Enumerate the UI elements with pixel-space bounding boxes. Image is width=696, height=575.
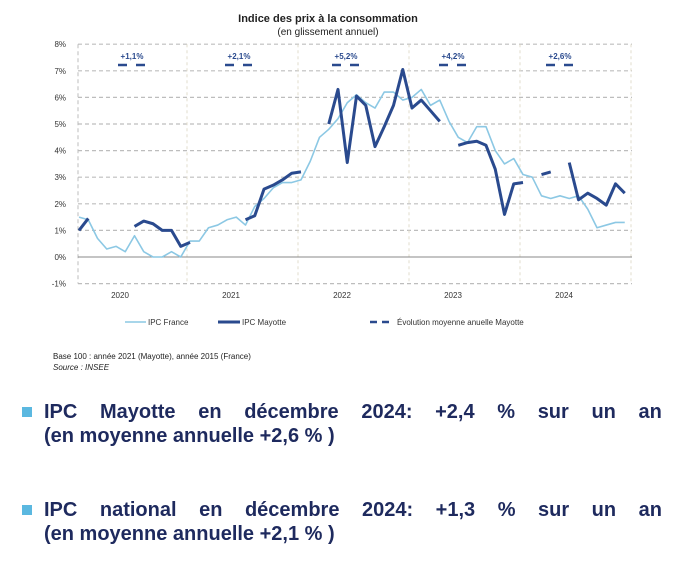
source-note: Source : INSEE: [53, 363, 110, 372]
x-year-label: 2023: [444, 291, 462, 300]
bullet-line1: IPC national en décembre 2024: +1,3% sur un an: [44, 498, 662, 522]
bullet-word: national: [99, 499, 177, 521]
x-year-label: 2022: [333, 291, 351, 300]
france-line: [78, 88, 625, 258]
bullet-word: %: [497, 401, 516, 423]
legend-label-annual: Évolution moyenne anuelle Mayotte: [397, 318, 524, 327]
bullet-word: +2,4: [435, 401, 475, 423]
mayotte-line-segment: [77, 217, 90, 232]
legend-label-mayotte: IPC Mayotte: [242, 318, 287, 327]
y-tick-label: 6%: [54, 93, 66, 102]
y-tick-label: 8%: [54, 40, 66, 49]
bullet-square-icon: [22, 505, 32, 515]
mayotte-line-segment: [327, 67, 441, 165]
bullet-word: an: [638, 401, 662, 423]
bullet-word: 2024:: [361, 401, 413, 423]
legend: IPC France IPC Mayotte Évolution moyenne…: [125, 318, 524, 327]
bullet-word: IPC: [44, 499, 78, 521]
chart-title: Indice des prix à la consommation: [238, 13, 418, 25]
annual-average-label: +2,1%: [228, 52, 251, 61]
base-note: Base 100 : année 2021 (Mayotte), année 2…: [53, 352, 251, 361]
bullet-word: an: [638, 499, 662, 521]
bullet-word: IPC: [44, 401, 78, 423]
x-year-label: 2021: [222, 291, 240, 300]
x-year-label: 2024: [555, 291, 573, 300]
annual-average-label: +5,2%: [335, 52, 358, 61]
y-tick-label: 3%: [54, 173, 66, 182]
y-tick-label: -1%: [52, 280, 66, 289]
bullet-word: un: [591, 499, 617, 521]
bullet-line2: (en moyenne annuelle +2,6 % ): [44, 425, 335, 447]
mayotte-line-segment: [457, 139, 524, 216]
mayotte-line-segment: [541, 170, 552, 176]
bullet-national: IPC national en décembre 2024: +1,3% sur un an (…: [22, 498, 662, 546]
bullet-word: 2024:: [361, 499, 414, 521]
bullet-word: décembre: [244, 499, 340, 521]
mayotte-line-segment: [244, 170, 302, 222]
bullet-word: sur: [538, 499, 570, 521]
y-tick-label: 2%: [54, 200, 66, 209]
bullet-line1: IPC Mayotte en décembre 2024: +2,4% sur un an: [44, 400, 662, 424]
annual-average-label: +1,1%: [121, 52, 144, 61]
x-year-label: 2020: [111, 291, 129, 300]
bullet-word: sur: [537, 401, 569, 423]
y-tick-label: 0%: [54, 253, 66, 262]
y-tick-label: 5%: [54, 120, 66, 129]
y-tick-label: 4%: [54, 147, 66, 156]
mayotte-line-segment: [567, 162, 626, 207]
bullet-word: Mayotte: [99, 401, 176, 423]
bullet-word: en: [198, 401, 222, 423]
bullet-line2: (en moyenne annuelle +2,1 % ): [44, 523, 335, 545]
bullet-word: %: [497, 499, 516, 521]
bullet-word: décembre: [244, 401, 339, 423]
bullet-mayotte: IPC Mayotte en décembre 2024: +2,4% sur un an (e…: [22, 400, 662, 448]
y-tick-label: 7%: [54, 67, 66, 76]
y-tick-label: 1%: [54, 226, 66, 235]
bullet-word: +1,3: [435, 499, 476, 521]
bullet-word: en: [199, 499, 223, 521]
bullet-word: un: [591, 401, 616, 423]
annual-average-label: +4,2%: [442, 52, 465, 61]
annual-average-label: +2,6%: [549, 52, 572, 61]
cpi-chart: Indice des prix à la consommation (en gl…: [52, 13, 632, 327]
mayotte-line-segment: [133, 219, 191, 248]
chart-subtitle: (en glissement annuel): [277, 27, 378, 38]
bullet-square-icon: [22, 407, 32, 417]
legend-label-france: IPC France: [148, 318, 189, 327]
